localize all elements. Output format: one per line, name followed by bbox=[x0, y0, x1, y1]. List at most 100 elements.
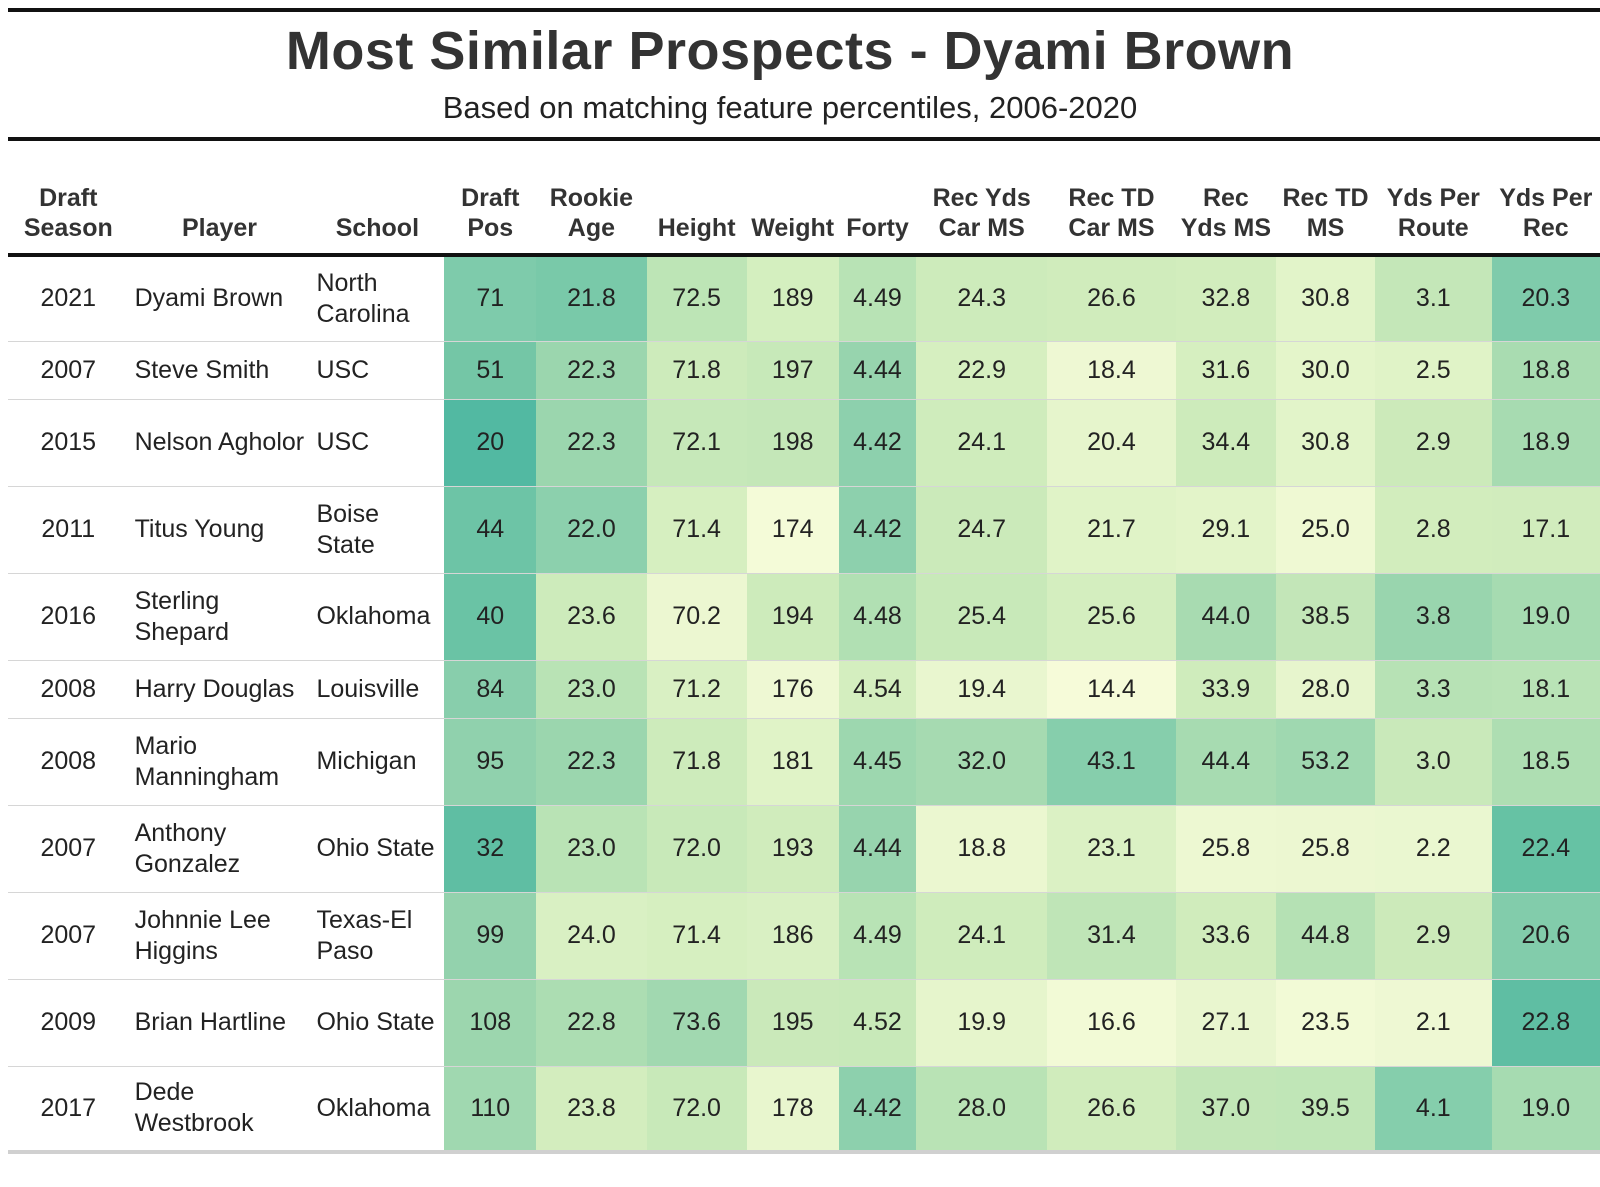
cell-yds-per-route: 2.2 bbox=[1375, 805, 1492, 893]
cell-season: 2016 bbox=[8, 573, 129, 661]
cell-forty: 4.44 bbox=[838, 341, 917, 400]
cell-weight: 174 bbox=[746, 486, 839, 574]
cell-rec-td-car-ms: 23.1 bbox=[1047, 805, 1176, 893]
cell-rec-td-car-ms: 21.7 bbox=[1047, 486, 1176, 574]
cell-season: 2021 bbox=[8, 255, 129, 342]
cell-height: 71.2 bbox=[646, 660, 747, 719]
cell-draft-pos: 95 bbox=[444, 718, 537, 806]
col-header-school: School bbox=[310, 141, 445, 257]
cell-rec-yds-ms: 44.0 bbox=[1175, 573, 1276, 661]
col-header-forty: Forty bbox=[838, 141, 917, 257]
col-header-yds-per-rec: Yds Per Rec bbox=[1491, 141, 1600, 257]
cell-player: Dede Westbrook bbox=[128, 1066, 311, 1154]
cell-rec-yds-car-ms: 22.9 bbox=[916, 341, 1048, 400]
col-header-player: Player bbox=[128, 141, 311, 257]
cell-draft-pos: 99 bbox=[444, 892, 537, 980]
table-row: 2015 Nelson Agholor USC 20 22.3 72.1 198 4.42 24… bbox=[8, 399, 1600, 487]
cell-rec-yds-car-ms: 24.7 bbox=[916, 486, 1048, 574]
cell-rookie-age: 22.0 bbox=[536, 486, 647, 574]
cell-forty: 4.49 bbox=[838, 892, 917, 980]
table-row: 2008 Harry Douglas Louisville 84 23.0 71.2 176… bbox=[8, 660, 1600, 719]
cell-rookie-age: 24.0 bbox=[536, 892, 647, 980]
cell-weight: 198 bbox=[746, 399, 839, 487]
cell-rec-td-car-ms: 25.6 bbox=[1047, 573, 1176, 661]
cell-player: Anthony Gonzalez bbox=[128, 805, 311, 893]
table-row: 2011 Titus Young Boise State 44 22.0 71.4 174 4… bbox=[8, 486, 1600, 574]
cell-height: 71.8 bbox=[646, 341, 747, 400]
cell-rec-yds-ms: 34.4 bbox=[1175, 399, 1276, 487]
col-header-rec-yds-car-ms: Rec Yds Car MS bbox=[916, 141, 1048, 257]
cell-season: 2017 bbox=[8, 1066, 129, 1154]
cell-rec-yds-ms: 31.6 bbox=[1175, 341, 1276, 400]
cell-school: Oklahoma bbox=[310, 573, 445, 661]
col-header-height: Height bbox=[646, 141, 747, 257]
cell-height: 72.1 bbox=[646, 399, 747, 487]
cell-forty: 4.42 bbox=[838, 399, 917, 487]
col-header-season: Draft Season bbox=[8, 141, 129, 257]
cell-yds-per-route: 2.8 bbox=[1375, 486, 1492, 574]
cell-rec-td-ms: 28.0 bbox=[1275, 660, 1376, 719]
cell-height: 70.2 bbox=[646, 573, 747, 661]
cell-forty: 4.48 bbox=[838, 573, 917, 661]
table-row: 2008 Mario Manningham Michigan 95 22.3 71.8 18… bbox=[8, 718, 1600, 806]
table-row: 2007 Steve Smith USC 51 22.3 71.8 197 4.44 22.9 1… bbox=[8, 341, 1600, 400]
cell-player: Sterling Shepard bbox=[128, 573, 311, 661]
cell-rec-yds-car-ms: 19.4 bbox=[916, 660, 1048, 719]
cell-season: 2015 bbox=[8, 399, 129, 487]
cell-rec-yds-car-ms: 18.8 bbox=[916, 805, 1048, 893]
cell-height: 71.4 bbox=[646, 486, 747, 574]
cell-rec-td-ms: 25.8 bbox=[1275, 805, 1376, 893]
cell-rec-yds-ms: 33.6 bbox=[1175, 892, 1276, 980]
cell-rec-yds-car-ms: 19.9 bbox=[916, 979, 1048, 1067]
top-rule bbox=[8, 8, 1600, 12]
cell-forty: 4.44 bbox=[838, 805, 917, 893]
cell-draft-pos: 84 bbox=[444, 660, 537, 719]
similar-prospects-table: Draft Season Player School Draft Pos Roo… bbox=[8, 141, 1600, 1154]
cell-yds-per-route: 2.9 bbox=[1375, 399, 1492, 487]
col-header-rec-td-ms: Rec TD MS bbox=[1275, 141, 1376, 257]
header-row: Draft Season Player School Draft Pos Roo… bbox=[8, 141, 1600, 257]
cell-weight: 178 bbox=[746, 1066, 839, 1154]
cell-yds-per-rec: 22.4 bbox=[1491, 805, 1600, 893]
cell-forty: 4.45 bbox=[838, 718, 917, 806]
cell-season: 2007 bbox=[8, 892, 129, 980]
cell-rec-td-ms: 39.5 bbox=[1275, 1066, 1376, 1154]
cell-player: Nelson Agholor bbox=[128, 399, 311, 487]
cell-yds-per-rec: 18.1 bbox=[1491, 660, 1600, 719]
cell-season: 2009 bbox=[8, 979, 129, 1067]
cell-rec-td-car-ms: 31.4 bbox=[1047, 892, 1176, 980]
cell-school: USC bbox=[310, 341, 445, 400]
cell-rec-td-ms: 38.5 bbox=[1275, 573, 1376, 661]
cell-rec-td-car-ms: 43.1 bbox=[1047, 718, 1176, 806]
cell-rec-td-ms: 30.8 bbox=[1275, 399, 1376, 487]
table-body: 2021 Dyami Brown North Carolina 71 21.8 72.5 1… bbox=[8, 255, 1600, 1154]
cell-rookie-age: 21.8 bbox=[536, 255, 647, 342]
cell-draft-pos: 110 bbox=[444, 1066, 537, 1154]
cell-weight: 193 bbox=[746, 805, 839, 893]
cell-school: Michigan bbox=[310, 718, 445, 806]
cell-weight: 194 bbox=[746, 573, 839, 661]
table-row: 2007 Anthony Gonzalez Ohio State 32 23.0 72.0… bbox=[8, 805, 1600, 893]
cell-yds-per-route: 3.3 bbox=[1375, 660, 1492, 719]
cell-height: 72.5 bbox=[646, 255, 747, 342]
cell-rec-yds-car-ms: 24.3 bbox=[916, 255, 1048, 342]
cell-yds-per-rec: 20.6 bbox=[1491, 892, 1600, 980]
cell-draft-pos: 44 bbox=[444, 486, 537, 574]
cell-rec-yds-ms: 44.4 bbox=[1175, 718, 1276, 806]
cell-season: 2007 bbox=[8, 805, 129, 893]
col-header-draft-pos: Draft Pos bbox=[444, 141, 537, 257]
cell-rec-td-ms: 53.2 bbox=[1275, 718, 1376, 806]
cell-rec-td-ms: 30.8 bbox=[1275, 255, 1376, 342]
cell-school: Boise State bbox=[310, 486, 445, 574]
table-row: 2017 Dede Westbrook Oklahoma 110 23.8 72.0 178… bbox=[8, 1066, 1600, 1154]
cell-player: Titus Young bbox=[128, 486, 311, 574]
cell-forty: 4.42 bbox=[838, 486, 917, 574]
cell-yds-per-rec: 18.9 bbox=[1491, 399, 1600, 487]
chart-title: Most Similar Prospects - Dyami Brown bbox=[285, 21, 1295, 81]
cell-player: Brian Hartline bbox=[128, 979, 311, 1067]
cell-school: Texas-El Paso bbox=[310, 892, 445, 980]
cell-rec-td-car-ms: 20.4 bbox=[1047, 399, 1176, 487]
cell-player: Steve Smith bbox=[128, 341, 311, 400]
cell-rec-td-car-ms: 26.6 bbox=[1047, 255, 1176, 342]
table-row: 2021 Dyami Brown North Carolina 71 21.8 72.5 1… bbox=[8, 255, 1600, 342]
